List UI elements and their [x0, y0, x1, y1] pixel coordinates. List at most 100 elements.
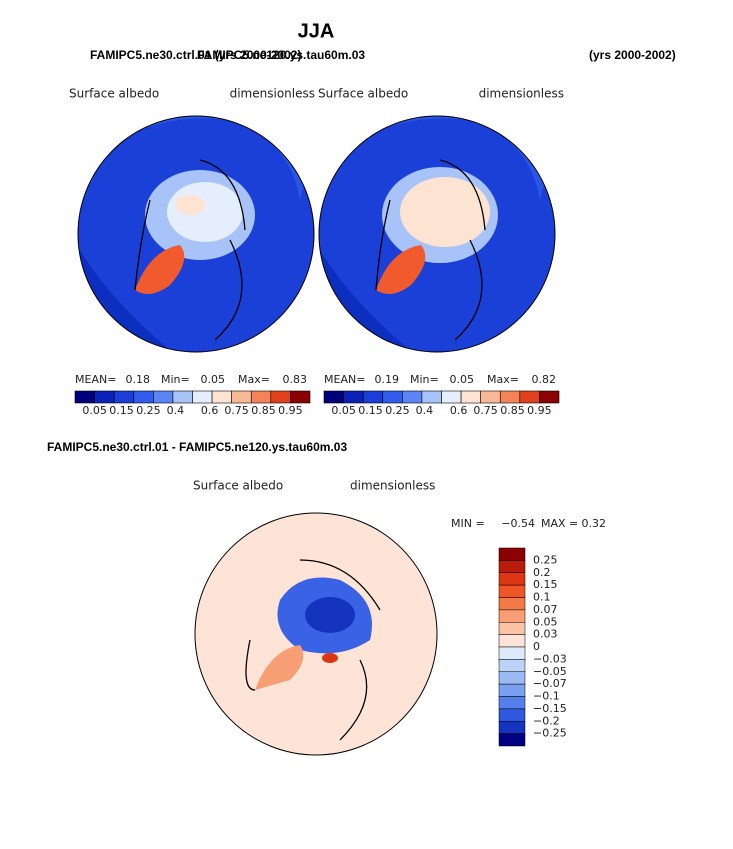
colorbar-box: [499, 390, 521, 404]
colorbar-box: [498, 609, 526, 623]
colorbar-label: 0.95: [527, 404, 552, 417]
header-right: (yrs 2000-2002): [589, 48, 676, 62]
colorbar-label: 0.05: [533, 615, 558, 628]
colorbar-box: [498, 622, 526, 635]
colorbar-label: 0.6: [450, 404, 468, 417]
colorbar-box: [421, 390, 442, 404]
colorbar-box: [362, 390, 384, 404]
colorbar-box: [498, 584, 526, 598]
colorbar-box: [113, 390, 135, 404]
colorbar-label: 0.15: [533, 578, 558, 591]
colorbar-box: [498, 634, 526, 648]
stat-label: MEAN=: [75, 373, 116, 386]
colorbar-label: 0.4: [167, 404, 185, 417]
colorbar-box: [498, 572, 526, 586]
variable-label: Surface albedo: [318, 87, 408, 101]
colorbar-label: 0.07: [533, 603, 558, 616]
colorbar-box: [74, 390, 95, 404]
units-label: dimensionless: [230, 87, 315, 101]
colorbar-label: 0.1: [533, 591, 551, 604]
variable-label: Surface albedo: [69, 87, 159, 101]
colorbar-box: [498, 671, 526, 685]
stat-value: 0.83: [283, 373, 308, 386]
colorbar-box: [498, 547, 526, 561]
colorbar-box: [498, 733, 526, 747]
units-label: dimensionless: [350, 479, 435, 493]
colorbar-label: 0.25: [136, 404, 161, 417]
colorbar-box: [498, 659, 526, 672]
colorbar-box: [153, 390, 174, 404]
colorbar-box: [343, 390, 364, 404]
stat-label: Min=: [161, 373, 190, 386]
colorbar-label: −0.15: [533, 702, 567, 715]
colorbar-label: 0: [533, 640, 540, 653]
colorbar-box: [498, 560, 526, 573]
colorbar-box: [441, 390, 462, 404]
stat-value: 0.82: [532, 373, 557, 386]
map: [78, 116, 314, 352]
colorbar-label: −0.2: [533, 714, 560, 727]
colorbar-label: −0.05: [533, 665, 567, 678]
stat-value: 0.05: [450, 373, 475, 386]
colorbar-box: [192, 390, 213, 404]
stat-label: MEAN=: [324, 373, 365, 386]
map: [319, 116, 555, 352]
colorbar-label: 0.15: [109, 404, 134, 417]
colorbar-box: [460, 390, 481, 404]
colorbar-box: [498, 597, 526, 611]
colorbar-box: [480, 390, 501, 404]
colorbar-box: [250, 390, 272, 404]
colorbar-label: 0.25: [533, 553, 558, 566]
colorbar-box: [382, 390, 403, 404]
title: JJA: [298, 20, 335, 42]
map-border: [318, 115, 556, 353]
colorbar-box: [94, 390, 115, 404]
colorbar-label: −0.07: [533, 677, 567, 690]
stat-value: 0.32: [582, 517, 607, 530]
colorbar-box: [498, 708, 526, 722]
colorbar-label: 0.75: [224, 404, 249, 417]
colorbar-label: 0.85: [500, 404, 525, 417]
colorbar-box: [172, 390, 193, 404]
colorbar-box: [270, 390, 291, 404]
map-border: [77, 115, 315, 353]
colorbar-box: [323, 390, 344, 404]
colorbar-box: [519, 390, 540, 404]
colorbar-label: −0.25: [533, 727, 567, 740]
colorbar-box: [498, 646, 526, 660]
colorbar-label: 0.2: [533, 566, 551, 579]
stat-label: Max=: [238, 373, 270, 386]
colorbar-label: 0.4: [416, 404, 434, 417]
units-label: dimensionless: [479, 87, 564, 101]
colorbar-label: 0.25: [385, 404, 410, 417]
colorbar-label: −0.03: [533, 652, 567, 665]
colorbar-box: [498, 696, 526, 710]
colorbar-box: [402, 390, 423, 404]
stat-label: Max=: [487, 373, 519, 386]
stat-label: MIN =: [451, 517, 485, 530]
header-left: FAMIPC5.ne30.ctrl.01 (yrs 2000-2002): [90, 48, 301, 62]
stat-value: −0.54: [501, 517, 535, 530]
stat-value: 0.19: [375, 373, 400, 386]
colorbar-box: [539, 390, 560, 404]
colorbar-label: 0.75: [473, 404, 498, 417]
stat-label: Min=: [410, 373, 439, 386]
map: [195, 513, 437, 755]
colorbar-box: [498, 721, 526, 734]
colorbar-box: [498, 683, 526, 697]
colorbar-label: 0.85: [251, 404, 276, 417]
colorbar-label: 0.6: [201, 404, 219, 417]
colorbar-label: 0.05: [331, 404, 356, 417]
colorbar-label: 0.03: [533, 628, 558, 641]
map-border: [194, 512, 438, 756]
stat-value: 0.18: [126, 373, 151, 386]
colorbar-label: 0.05: [82, 404, 107, 417]
stat-value: 0.05: [201, 373, 226, 386]
colorbar-label: 0.15: [358, 404, 383, 417]
variable-label: Surface albedo: [193, 479, 283, 493]
colorbar-label: −0.1: [533, 690, 560, 703]
header-middle: FAMIPC5.ne120.ys.tau60m.03: [197, 48, 365, 62]
stat-label: MAX =: [541, 517, 578, 530]
colorbar-box: [231, 390, 252, 404]
